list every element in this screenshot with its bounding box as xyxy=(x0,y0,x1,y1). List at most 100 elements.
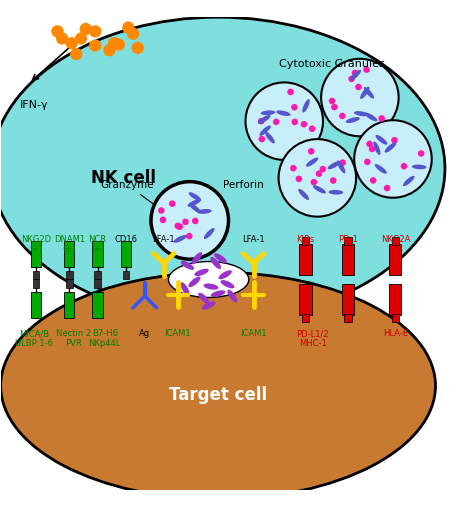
Circle shape xyxy=(174,223,181,229)
Text: NKG2D
(+): NKG2D (+) xyxy=(21,235,51,254)
Circle shape xyxy=(246,83,323,160)
Circle shape xyxy=(192,218,199,224)
Ellipse shape xyxy=(194,269,209,276)
Circle shape xyxy=(319,166,326,172)
FancyBboxPatch shape xyxy=(92,241,103,267)
Ellipse shape xyxy=(173,235,187,243)
Ellipse shape xyxy=(189,203,201,213)
Circle shape xyxy=(370,177,376,184)
Ellipse shape xyxy=(354,111,368,116)
Circle shape xyxy=(89,40,101,52)
Text: Cytotoxic Granules: Cytotoxic Granules xyxy=(279,59,384,69)
Text: LFA-1: LFA-1 xyxy=(153,235,175,243)
Ellipse shape xyxy=(181,261,194,270)
Text: KIRs
(-): KIRs (-) xyxy=(296,235,315,254)
Circle shape xyxy=(258,136,265,142)
Ellipse shape xyxy=(220,280,235,288)
Text: CD16: CD16 xyxy=(114,235,137,243)
Text: Target cell: Target cell xyxy=(169,386,267,404)
Circle shape xyxy=(364,159,371,165)
Ellipse shape xyxy=(375,135,387,144)
Ellipse shape xyxy=(168,262,249,298)
Ellipse shape xyxy=(412,165,427,169)
Ellipse shape xyxy=(298,189,309,200)
Text: MICA/B
ULBP 1-6: MICA/B ULBP 1-6 xyxy=(15,329,53,348)
Circle shape xyxy=(122,21,135,34)
Circle shape xyxy=(279,139,356,216)
Ellipse shape xyxy=(0,17,445,320)
Circle shape xyxy=(273,119,280,125)
FancyBboxPatch shape xyxy=(66,271,73,279)
Ellipse shape xyxy=(0,272,436,499)
Text: NKG2A
(-): NKG2A (-) xyxy=(381,235,410,254)
Ellipse shape xyxy=(384,142,396,153)
Text: NK cell: NK cell xyxy=(91,169,156,187)
FancyBboxPatch shape xyxy=(392,237,399,245)
FancyBboxPatch shape xyxy=(389,284,401,315)
Circle shape xyxy=(103,44,116,56)
Circle shape xyxy=(321,59,399,136)
Circle shape xyxy=(363,66,370,73)
Text: Ag: Ag xyxy=(139,329,150,338)
Circle shape xyxy=(290,165,297,171)
Text: Perforin: Perforin xyxy=(201,180,264,203)
Circle shape xyxy=(339,159,346,166)
Ellipse shape xyxy=(375,164,387,174)
Text: NCR
(+): NCR (+) xyxy=(89,235,107,254)
Circle shape xyxy=(186,233,192,239)
Ellipse shape xyxy=(346,117,360,123)
Ellipse shape xyxy=(214,254,227,263)
Circle shape xyxy=(296,175,302,182)
Ellipse shape xyxy=(302,99,310,113)
Ellipse shape xyxy=(328,190,343,195)
Ellipse shape xyxy=(276,111,291,116)
Text: PD-L1/2
MHC-1: PD-L1/2 MHC-1 xyxy=(296,329,329,348)
Ellipse shape xyxy=(364,87,374,98)
Circle shape xyxy=(160,216,166,223)
Circle shape xyxy=(316,170,322,177)
Circle shape xyxy=(391,137,398,143)
Circle shape xyxy=(301,121,307,127)
Ellipse shape xyxy=(191,252,202,264)
Circle shape xyxy=(169,200,175,207)
Circle shape xyxy=(70,48,82,60)
Ellipse shape xyxy=(201,301,216,310)
Circle shape xyxy=(56,32,68,45)
FancyBboxPatch shape xyxy=(64,292,74,318)
Circle shape xyxy=(258,118,264,124)
Ellipse shape xyxy=(328,161,341,169)
Text: B7-H6
NKp44L: B7-H6 NKp44L xyxy=(89,329,121,348)
Circle shape xyxy=(151,182,228,259)
FancyBboxPatch shape xyxy=(300,284,312,315)
Circle shape xyxy=(329,98,336,104)
Circle shape xyxy=(352,69,358,76)
Ellipse shape xyxy=(203,283,219,289)
FancyBboxPatch shape xyxy=(66,279,73,288)
Circle shape xyxy=(75,32,87,45)
Circle shape xyxy=(354,120,432,198)
Circle shape xyxy=(308,148,315,155)
Circle shape xyxy=(51,25,64,38)
FancyBboxPatch shape xyxy=(31,292,41,318)
Circle shape xyxy=(355,84,362,90)
Circle shape xyxy=(89,25,101,38)
Ellipse shape xyxy=(360,87,369,99)
Circle shape xyxy=(366,140,373,147)
Text: LFA-1: LFA-1 xyxy=(242,235,265,243)
Ellipse shape xyxy=(189,192,201,201)
FancyBboxPatch shape xyxy=(121,241,131,267)
Circle shape xyxy=(182,219,189,225)
Circle shape xyxy=(113,39,125,51)
Ellipse shape xyxy=(337,160,346,173)
Ellipse shape xyxy=(210,257,221,269)
Ellipse shape xyxy=(350,70,361,81)
Circle shape xyxy=(80,23,92,35)
Ellipse shape xyxy=(228,289,237,303)
FancyBboxPatch shape xyxy=(344,237,352,245)
Circle shape xyxy=(292,119,298,125)
FancyBboxPatch shape xyxy=(300,244,312,275)
Circle shape xyxy=(132,42,144,54)
Ellipse shape xyxy=(265,132,275,143)
Ellipse shape xyxy=(403,176,414,186)
FancyBboxPatch shape xyxy=(94,279,101,288)
